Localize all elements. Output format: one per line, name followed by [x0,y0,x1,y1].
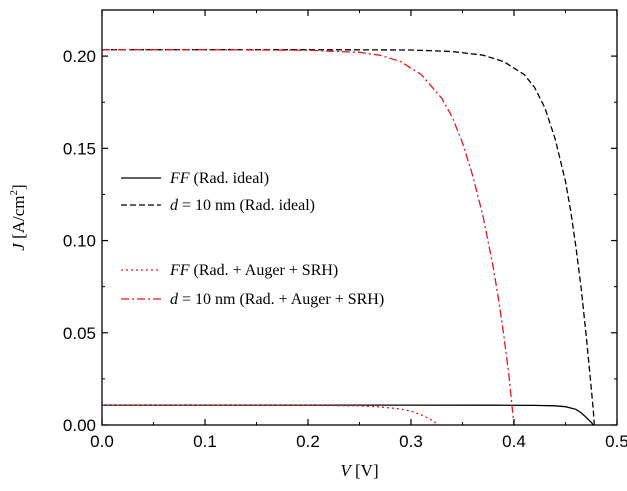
y-axis-ticks: 0.00 0.05 0.10 0.15 0.20 [63,9,617,435]
y-tick-label: 0.00 [63,416,96,435]
series-line-2 [102,49,595,426]
x-tick-label: 0.3 [399,432,423,451]
legend: FF (Rad. ideal) d = 10 nm (Rad. ideal) FF … [121,170,384,308]
y-axis-label: J [A/cm2] [8,184,28,250]
legend-desc: (Rad. + Auger + SRH) [190,262,339,279]
series-line-1 [102,404,594,426]
series-line-3 [102,404,440,426]
legend-var: FF [169,262,190,279]
series-line-4 [102,49,515,426]
y-axis-variable: J [9,242,28,251]
legend-label-2: d = 10 nm (Rad. ideal) [170,197,315,214]
y-axis-unit: [A/cm [9,195,28,243]
y-tick-label: 0.05 [63,324,96,343]
y-tick-label: 0.20 [63,47,96,66]
y-axis-unit-close: ] [9,184,28,190]
legend-var: d [170,291,179,308]
x-tick-label: 0.0 [90,432,114,451]
x-axis-unit: [V] [351,461,379,480]
x-axis-ticks: 0.0 0.1 0.2 0.3 0.4 0.5 [90,10,627,451]
legend-desc: (Rad. ideal) [190,170,270,187]
x-tick-label: 0.5 [605,432,627,451]
x-axis-label: V [V] [340,461,378,480]
legend-var: d [170,197,179,214]
plot-frame [101,9,618,426]
plot-curves [102,49,595,426]
x-axis-variable: V [340,461,353,480]
x-tick-label: 0.2 [296,432,320,451]
y-axis-unit-exponent: 2 [8,190,20,196]
legend-desc: = 10 nm (Rad. + Auger + SRH) [178,291,384,308]
legend-label-1: FF (Rad. ideal) [169,170,269,187]
legend-desc: = 10 nm (Rad. ideal) [178,197,315,214]
y-tick-label: 0.15 [63,139,96,158]
legend-label-4: d = 10 nm (Rad. + Auger + SRH) [170,291,384,308]
legend-var: FF [169,170,190,187]
y-tick-label: 0.10 [63,232,96,251]
x-tick-label: 0.4 [502,432,526,451]
legend-label-3: FF (Rad. + Auger + SRH) [169,262,338,279]
x-tick-label: 0.1 [193,432,217,451]
